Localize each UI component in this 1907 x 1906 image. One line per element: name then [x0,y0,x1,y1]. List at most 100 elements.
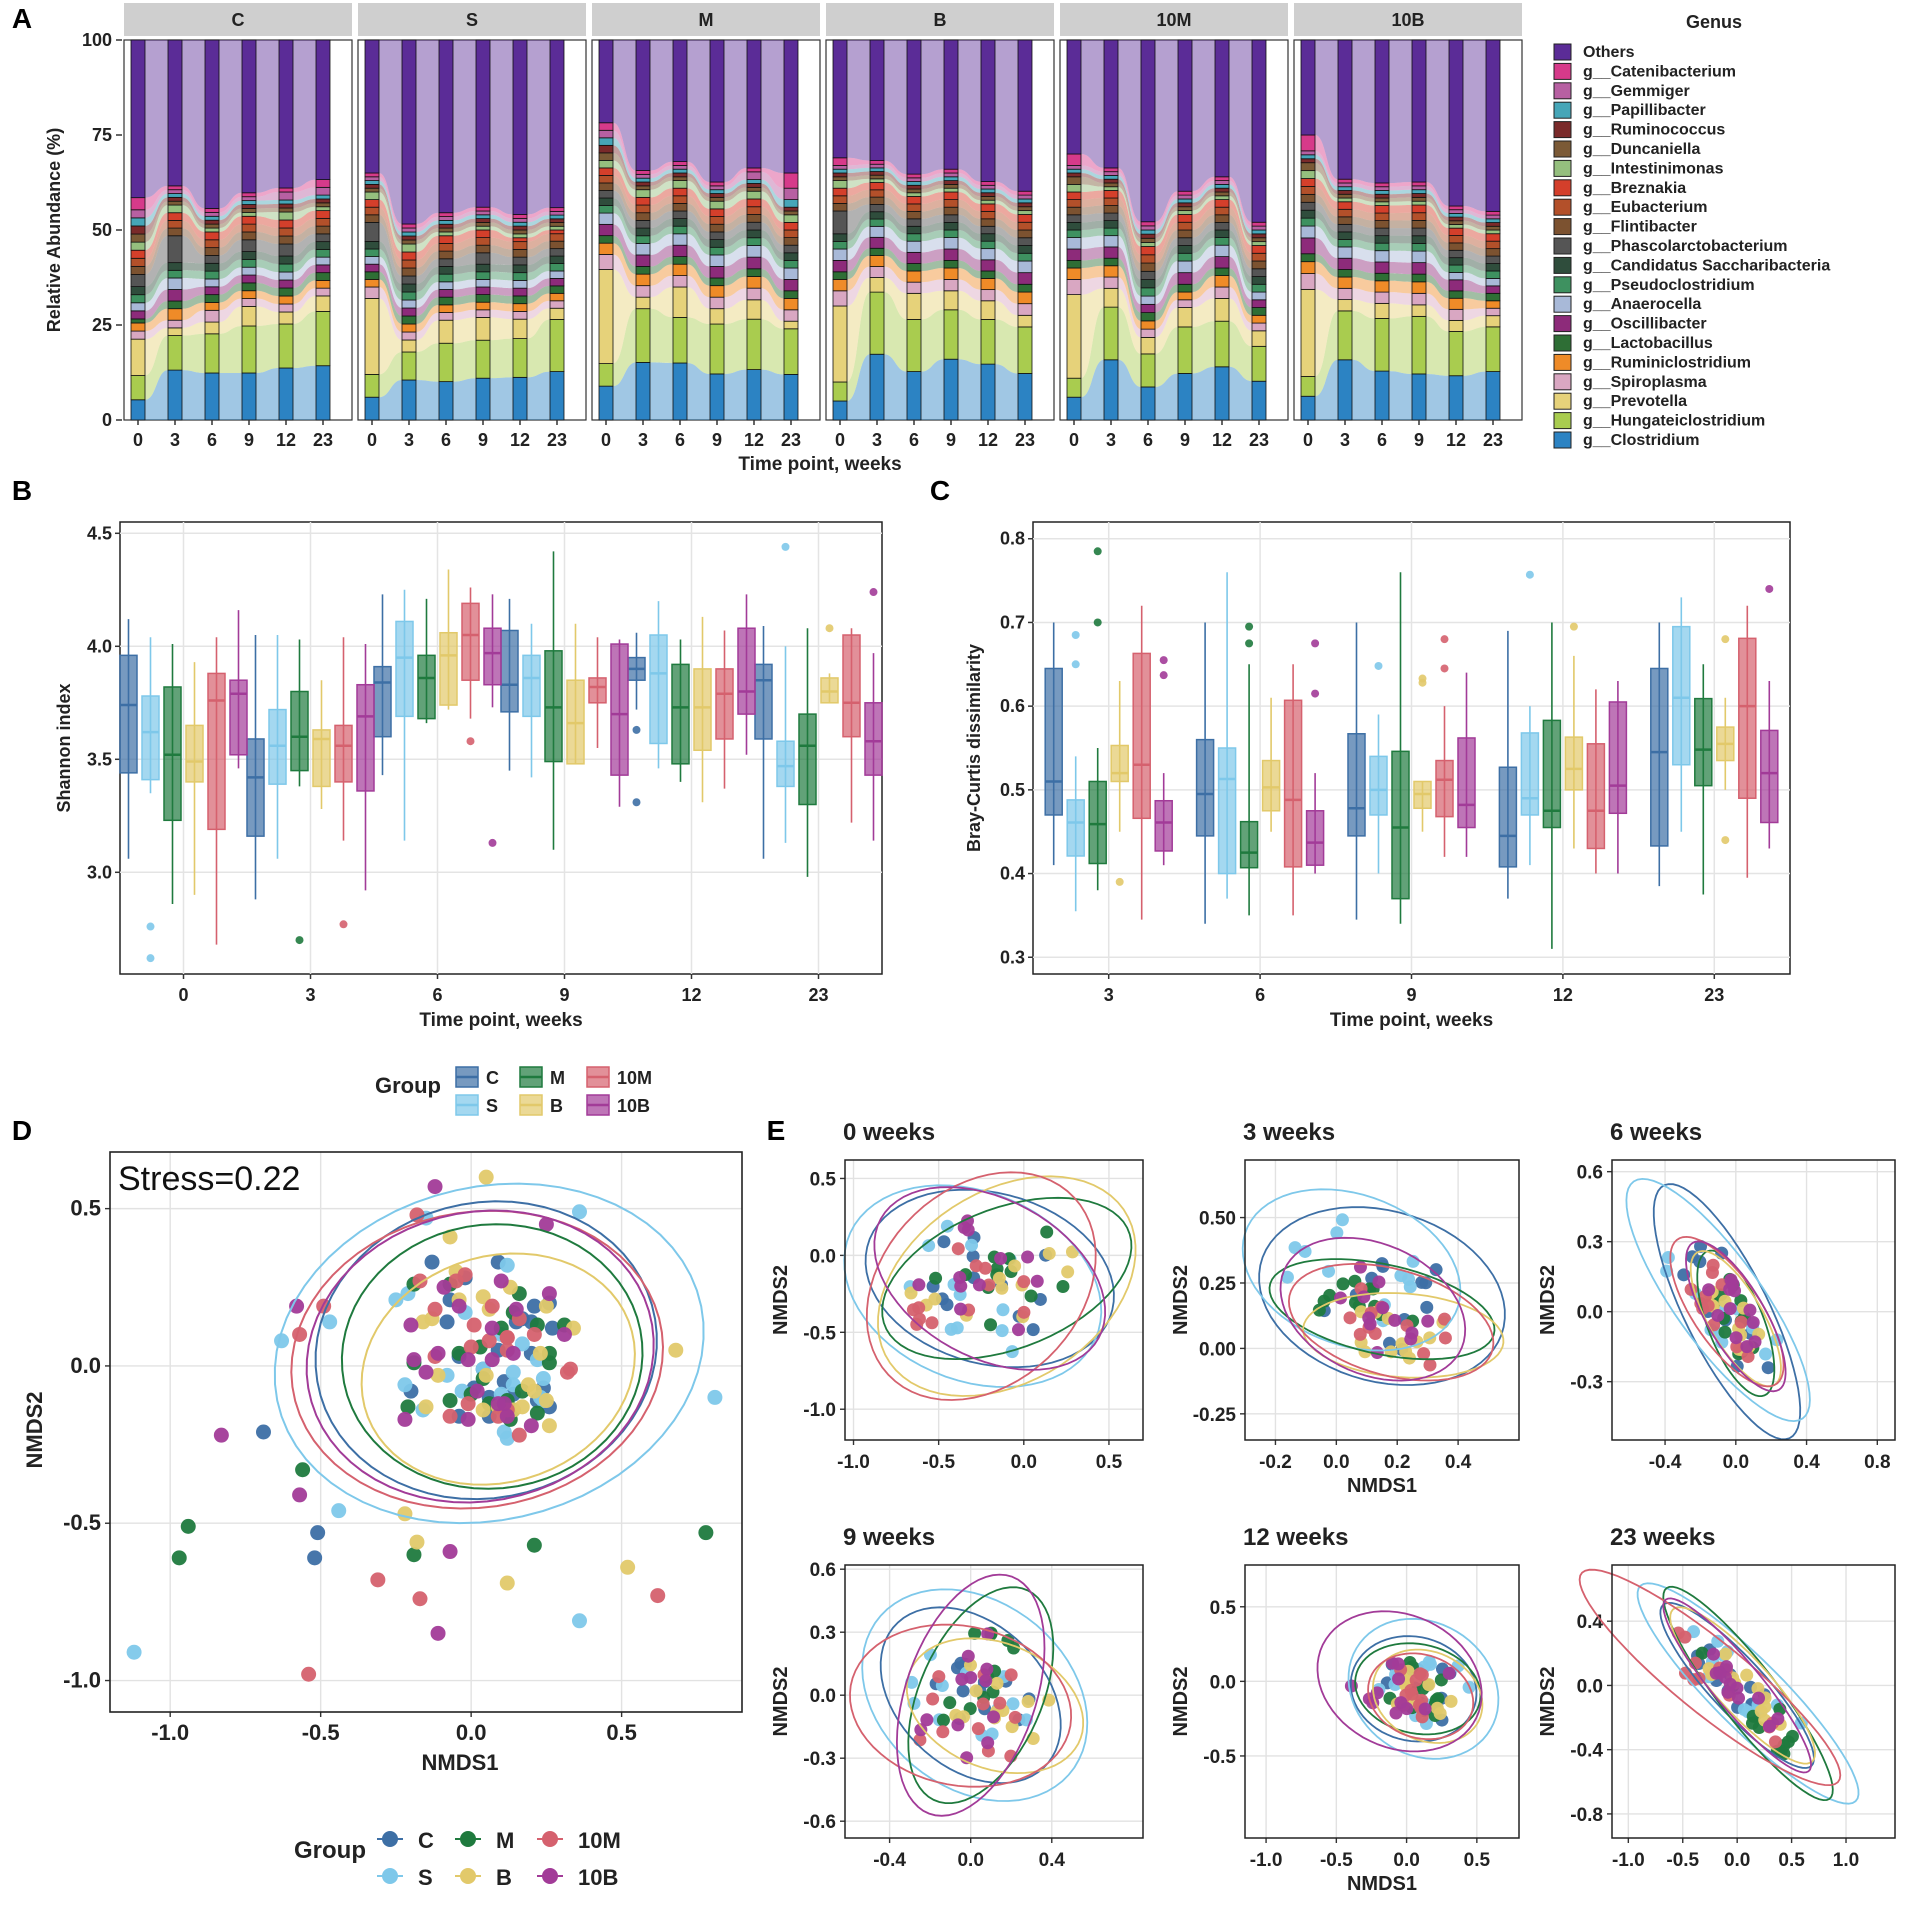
x-tick-label: 12 [681,985,701,1005]
bar-segment-g__Gemmiger [278,191,294,201]
scatter-point-10B [1357,1290,1371,1304]
bar-segment-g__Papillibacter [1374,190,1390,195]
ribbon-g__Prevotella [995,300,1018,327]
scatter-point-B [990,1676,1004,1690]
scatter-point-B [538,1393,554,1409]
bar-segment-g__Anaerocella [746,245,762,258]
bar-segment-g__Lactobacillus [1448,290,1464,299]
ribbon-g__Prevotella [1192,298,1215,327]
ribbon-g__Flintibacter [995,218,1018,238]
bar-segment-g__Oscillibacter [980,259,996,272]
ribbon-g__Anaerocella [761,245,784,280]
scatter-point-B [969,1684,983,1698]
scatter-point-10M [460,1396,476,1412]
bar-segment-g__Ruminiclostridium [1214,275,1230,288]
ribbon-g__Catenibacterium [416,212,439,228]
bar-segment-g__Flintibacter [438,250,454,260]
ribbon-g__Breznakia [256,216,279,228]
subplot-title: 0 weeks [843,1119,935,1146]
bar-segment-g__Anaerocella [1448,272,1464,281]
bar-segment-g__Pseudoclostridium [672,225,688,235]
ribbon-g__Prevotella [1389,303,1412,319]
bar-segment-g__Flintibacter [549,240,565,250]
x-tick-label: -0.4 [1649,1452,1682,1473]
ribbon-g__Flintibacter [145,228,168,275]
bar-segment-g__Ruminococcus [401,235,417,241]
ribbon-g__Eubacterium [256,224,279,236]
ribbon-g__Ruminococcus [884,171,907,190]
legend-label-genus: g__Hungateiclostridium [1583,413,1765,430]
ribbon-g__Anaerocella [995,248,1018,273]
bar-segment-g__Catenibacterium [315,179,331,188]
bar-segment-g__Breznakia [906,196,922,205]
scatter-point-C [544,1320,560,1336]
bar-segment-g__Prevotella [1300,288,1316,377]
x-tick-label: -0.5 [1666,1850,1699,1871]
bar-segment-g__Eubacterium [1017,221,1033,231]
bar-segment-g__Flintibacter [1448,242,1464,251]
bar-segment-g__Oscillibacter [869,236,885,249]
scatter-point-10B [1706,1647,1720,1661]
ribbon-g__Prevotella [1081,288,1104,379]
ribbon-g__Prevotella [490,317,513,341]
ribbon-g__Gemmiger [650,165,673,179]
scatter-point-S [514,1336,530,1352]
ribbon-g__Breznakia [182,212,205,240]
bar-segment-g__Pseudoclostridium [130,294,146,304]
bar-segment-g__Anaerocella [635,243,651,256]
bar-segment-g__Phascolarctobacterium [315,233,331,243]
bar-segment-g__Papillibacter [130,217,146,227]
bar-segment-g__Intestinimonas [1300,170,1316,179]
ribbon-g__Gemmiger [687,165,710,190]
bar-segment-g__Oscillibacter [1485,285,1501,294]
scatter-point-C [255,1424,271,1440]
y-tick-label: -0.8 [1570,1805,1603,1826]
bar-segment-g__Lactobacillus [1140,312,1156,322]
bar-segment-g__Hungateiclostridium [1017,326,1033,374]
ribbon-g__Breznakia [1192,199,1215,223]
bar-segment-g__Intestinimonas [1103,186,1119,191]
legend-label-10B: 10B [617,1096,650,1116]
ribbon-g__Hungateiclostridium [761,319,784,375]
ellipse-C [864,1188,1115,1369]
bar-segment-g__Anaerocella [672,233,688,246]
ribbon-g__Lactobacillus [256,282,279,296]
bar-segment-g__Gemmiger [943,172,959,178]
bar-segment-g__Phascolarctobacterium [709,231,725,240]
bar-segment-g__Anaerocella [364,256,380,265]
bar-segment-g__Hungateiclostridium [475,339,491,379]
bar-segment-g__Breznakia [1448,227,1464,236]
ribbon-g__Gemmiger [1229,180,1252,230]
bar-segment-g__Eubacterium [746,206,762,215]
bar-segment-g__Ruminiclostridium [869,255,885,267]
y-tick-label: 3.5 [87,749,112,769]
bar-segment-g__Catenibacterium [1374,182,1390,188]
ribbon-g__Gemmiger [1463,209,1486,219]
bar-segment-g__Oscillibacter [783,278,799,292]
plot-background [110,1152,742,1712]
x-tick-label: -1.0 [1612,1850,1645,1871]
ribbon-g__Pseudoclostridium [761,237,784,268]
bar-segment-g__Gemmiger [549,210,565,216]
ribbon-g__Intestinimonas [1081,184,1104,192]
ribbon-g__Prevotella [847,277,870,382]
facet-label-10M: 10M [1156,10,1191,30]
scatter-point-S [388,1292,404,1308]
ribbon-g__Ruminiclostridium [1118,265,1141,330]
ribbon-g__Duncaniella [1118,182,1141,243]
bar-segment-g__Lactobacillus [1017,283,1033,293]
bar-segment-g__Lactobacillus [130,318,146,324]
bar-segment-g__Catenibacterium [635,170,651,175]
bar-segment-g__Prevotella [315,295,331,312]
bar-segment-g__Oscillibacter [709,266,725,279]
outlier-point-S [146,954,155,963]
ribbon-g__Pseudoclostridium [145,270,168,303]
ribbon-g__Flintibacter [1229,214,1252,269]
bar-segment-g__Ruminococcus [278,203,294,209]
scatter-point-10B [954,1302,968,1316]
bar-segment-g__Gemmiger [783,187,799,200]
scatter-point-10B [1729,1331,1743,1345]
box-C [119,654,138,774]
y-tick-label: -1.0 [63,1668,101,1693]
ribbon-g__Eubacterium [1155,222,1178,264]
